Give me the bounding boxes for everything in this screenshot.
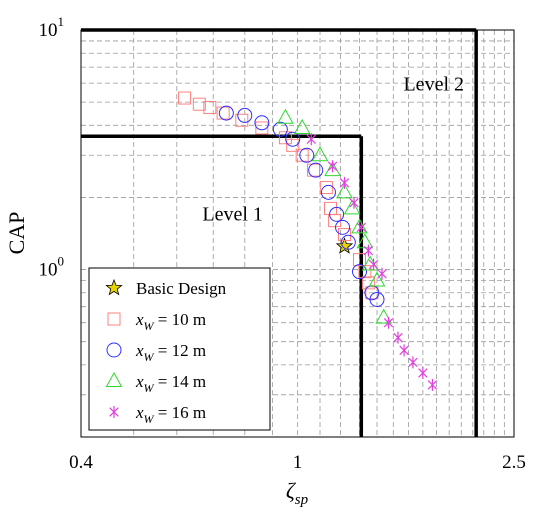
axis-labels: ζsp CAP [4, 212, 309, 508]
point-square [203, 100, 217, 114]
point-circle [335, 219, 351, 235]
point-circle [369, 291, 385, 307]
point-asterisk [363, 244, 374, 257]
grid [81, 30, 514, 437]
point-star [335, 237, 354, 254]
point-asterisk [327, 160, 338, 173]
level-1-label: Level 1 [202, 204, 263, 226]
point-square [319, 181, 333, 195]
point-circle [254, 115, 270, 131]
point-circle [308, 162, 324, 178]
point-square [192, 97, 206, 111]
point-square [255, 121, 269, 135]
y-tick-label: 101 [39, 14, 65, 41]
point-asterisk [339, 176, 350, 189]
legend-label: xW = 12 m [135, 341, 206, 364]
data-points [178, 91, 438, 391]
point-asterisk [418, 366, 428, 379]
y-axis-label: CAP [4, 212, 29, 255]
point-triangle [277, 108, 294, 124]
legend: Basic Design xW = 10 m xW = 12 m xW = 14 m x… [88, 267, 271, 431]
point-circle [340, 234, 356, 250]
point-asterisk [306, 133, 316, 146]
point-asterisk [399, 344, 409, 357]
legend-label: xW = 10 m [135, 310, 206, 333]
legend-label: xW = 14 m [135, 372, 206, 395]
point-square [286, 138, 300, 152]
point-square [306, 163, 320, 177]
point-triangle [311, 146, 329, 162]
plot-frame [80, 29, 515, 438]
point-circle [272, 121, 288, 137]
point-square [295, 148, 309, 162]
point-square [235, 113, 249, 127]
x-tick-label: 0.4 [69, 452, 93, 473]
legend-marker-asterisk [109, 406, 119, 418]
point-circle [218, 105, 234, 121]
point-asterisk [408, 356, 418, 369]
point-square [361, 276, 375, 290]
point-asterisk [393, 331, 403, 344]
point-triangle [368, 271, 386, 287]
point-triangle [336, 183, 353, 199]
legend-marker-circle [106, 342, 122, 358]
legend-marker-star [105, 278, 123, 296]
point-triangle [324, 161, 341, 177]
point-triangle [375, 308, 393, 324]
point-circle [351, 264, 367, 280]
point-square [178, 91, 192, 105]
point-square [337, 228, 351, 242]
point-asterisk [349, 196, 359, 209]
point-triangle [343, 199, 361, 215]
x-tick-label: 1 [293, 452, 303, 473]
point-circle [329, 206, 345, 222]
point-asterisk [383, 316, 394, 329]
x-tick-label: 2.5 [502, 452, 526, 473]
point-asterisk [368, 258, 379, 271]
point-circle [320, 184, 336, 200]
point-triangle [293, 118, 311, 134]
legend-label: Basic Design [136, 279, 227, 298]
point-circle [299, 147, 315, 163]
point-asterisk [427, 378, 438, 391]
legend-marker-triangle [105, 371, 123, 387]
point-circle [237, 107, 253, 123]
legend-marker-square [107, 312, 121, 326]
point-circle [285, 131, 301, 147]
point-asterisk [377, 267, 387, 280]
point-square [278, 131, 292, 145]
point-asterisk [356, 221, 367, 234]
y-tick-label: 100 [39, 254, 65, 281]
x-axis-label: ζsp [286, 478, 309, 508]
level-2-label: Level 2 [403, 73, 464, 95]
legend-label: xW = 16 m [135, 403, 206, 426]
